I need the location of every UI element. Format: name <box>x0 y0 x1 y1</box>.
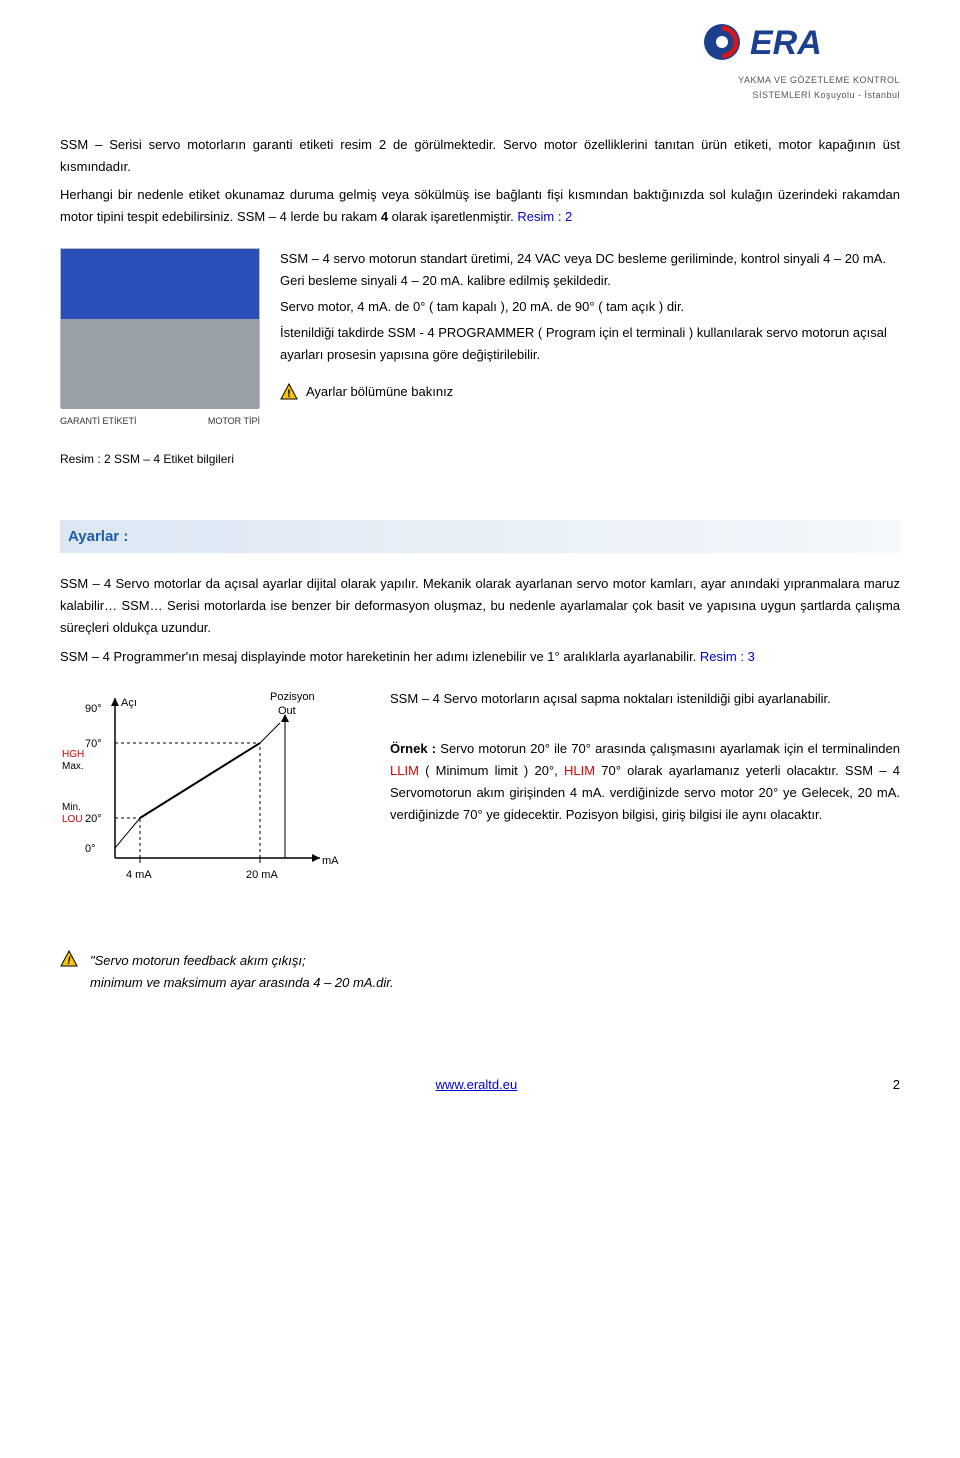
intro-paragraph-1: SSM – Serisi servo motorların garanti et… <box>60 134 900 178</box>
ayarlar-p1b: dijital <box>307 576 337 591</box>
warning-text: Ayarlar bölümüne bakınız <box>306 381 453 403</box>
photo-labels: GARANTİ ETİKETİ MOTOR TİPİ <box>60 414 260 429</box>
ayarlar-p1a: SSM – 4 Servo motorlar da açısal ayarlar <box>60 576 307 591</box>
logo-subtitle-2: SİSTEMLERİ Koşuyolu - İstanbul <box>700 88 900 103</box>
footer-url[interactable]: www.eraltd.eu <box>436 1074 518 1096</box>
photo-label-right: MOTOR TİPİ <box>208 414 260 429</box>
page-header: ERA YAKMA VE GÖZETLEME KONTROL SİSTEMLER… <box>60 20 900 104</box>
ornek-c: ( Minimum limit ) 20°, <box>419 763 564 778</box>
era-logo: ERA <box>700 20 900 64</box>
ayarlar-p2a: SSM – 4 Programmer'ın mesaj displayinde … <box>60 649 700 664</box>
llim-text: LLIM <box>390 763 419 778</box>
feedback-text: "Servo motorun feedback akım çıkışı; min… <box>90 950 394 994</box>
feedback-line1: "Servo motorun feedback akım çıkışı; <box>90 950 394 972</box>
ayarlar-p1: SSM – 4 Servo motorlar da açısal ayarlar… <box>60 573 900 639</box>
figure1-p2: Servo motor, 4 mA. de 0° ( tam kapalı ),… <box>280 296 900 318</box>
svg-text:!: ! <box>287 388 291 400</box>
figure-1-image-block: GARANTİ ETİKETİ MOTOR TİPİ <box>60 248 260 429</box>
svg-text:20°: 20° <box>85 813 102 825</box>
svg-text:4 mA: 4 mA <box>126 869 152 881</box>
svg-text:90°: 90° <box>85 703 102 715</box>
intro-2b: olarak işaretlenmiştir. <box>388 209 517 224</box>
section-title-ayarlar: Ayarlar : <box>60 520 900 554</box>
ornek-label: Örnek : <box>390 741 436 756</box>
ayarlar-p2-link: Resim : 3 <box>700 649 755 664</box>
svg-text:Out: Out <box>278 705 296 717</box>
page-footer: www.eraltd.eu 2 <box>60 1074 900 1096</box>
svg-text:Max.: Max. <box>62 761 84 772</box>
svg-text:!: ! <box>67 955 71 967</box>
logo-subtitle-1: YAKMA VE GÖZETLEME KONTROL <box>700 73 900 88</box>
chart-row: Açı Pozisyon Out 90° 70° 20° 0° HGHMax. Min.LOU 4… <box>60 688 900 910</box>
angle-ma-chart: Açı Pozisyon Out 90° 70° 20° 0° HGHMax. Min.LOU 4… <box>60 688 360 910</box>
warning-line: ! Ayarlar bölümüne bakınız <box>280 381 900 403</box>
intro-2-link: Resim : 2 <box>517 209 572 224</box>
intro-1a: SSM – Serisi servo motorların garanti et… <box>60 137 496 152</box>
chart-side-p1: SSM – 4 Servo motorların açısal sapma no… <box>390 688 900 710</box>
figure-1-text: SSM – 4 servo motorun standart üretimi, … <box>280 248 900 403</box>
feedback-note: ! "Servo motorun feedback akım çıkışı; m… <box>60 950 900 994</box>
figure1-p1: SSM – 4 servo motorun standart üretimi, … <box>280 248 900 292</box>
warning-icon: ! <box>280 383 298 401</box>
svg-text:70°: 70° <box>85 738 102 750</box>
svg-text:Pozisyon: Pozisyon <box>270 691 315 703</box>
svg-text:0°: 0° <box>85 843 96 855</box>
svg-text:HGH: HGH <box>62 749 84 760</box>
warning-icon: ! <box>60 950 78 968</box>
figure1-p3: İstenildiği takdirde SSM - 4 PROGRAMMER … <box>280 322 900 366</box>
feedback-line2: minimum ve maksimum ayar arasında 4 – 20… <box>90 972 394 994</box>
product-photo <box>60 248 260 408</box>
ayarlar-p2: SSM – 4 Programmer'ın mesaj displayinde … <box>60 646 900 668</box>
photo-label-left: GARANTİ ETİKETİ <box>60 414 137 429</box>
figure-1-caption: Resim : 2 SSM – 4 Etiket bilgileri <box>60 449 900 469</box>
svg-text:20 mA: 20 mA <box>246 869 278 881</box>
chart-side-p2: Örnek : Servo motorun 20° ile 70° arasın… <box>390 738 900 826</box>
intro-2-bold: 4 <box>381 209 388 224</box>
footer-page-number: 2 <box>893 1074 900 1096</box>
svg-text:Min.: Min. <box>62 802 81 813</box>
svg-text:LOU: LOU <box>62 814 83 825</box>
hlim-text: HLIM <box>564 763 595 778</box>
figure-1-row: GARANTİ ETİKETİ MOTOR TİPİ SSM – 4 servo… <box>60 248 900 429</box>
logo-block: ERA YAKMA VE GÖZETLEME KONTROL SİSTEMLER… <box>700 20 900 104</box>
ornek-b: Servo motorun 20° ile 70° arasında çalış… <box>436 741 900 756</box>
svg-text:Açı: Açı <box>121 697 137 709</box>
svg-text:mA: mA <box>322 855 339 867</box>
svg-text:ERA: ERA <box>750 24 822 62</box>
intro-paragraph-2: Herhangi bir nedenle etiket okunamaz dur… <box>60 184 900 228</box>
chart-side-text: SSM – 4 Servo motorların açısal sapma no… <box>390 688 900 833</box>
